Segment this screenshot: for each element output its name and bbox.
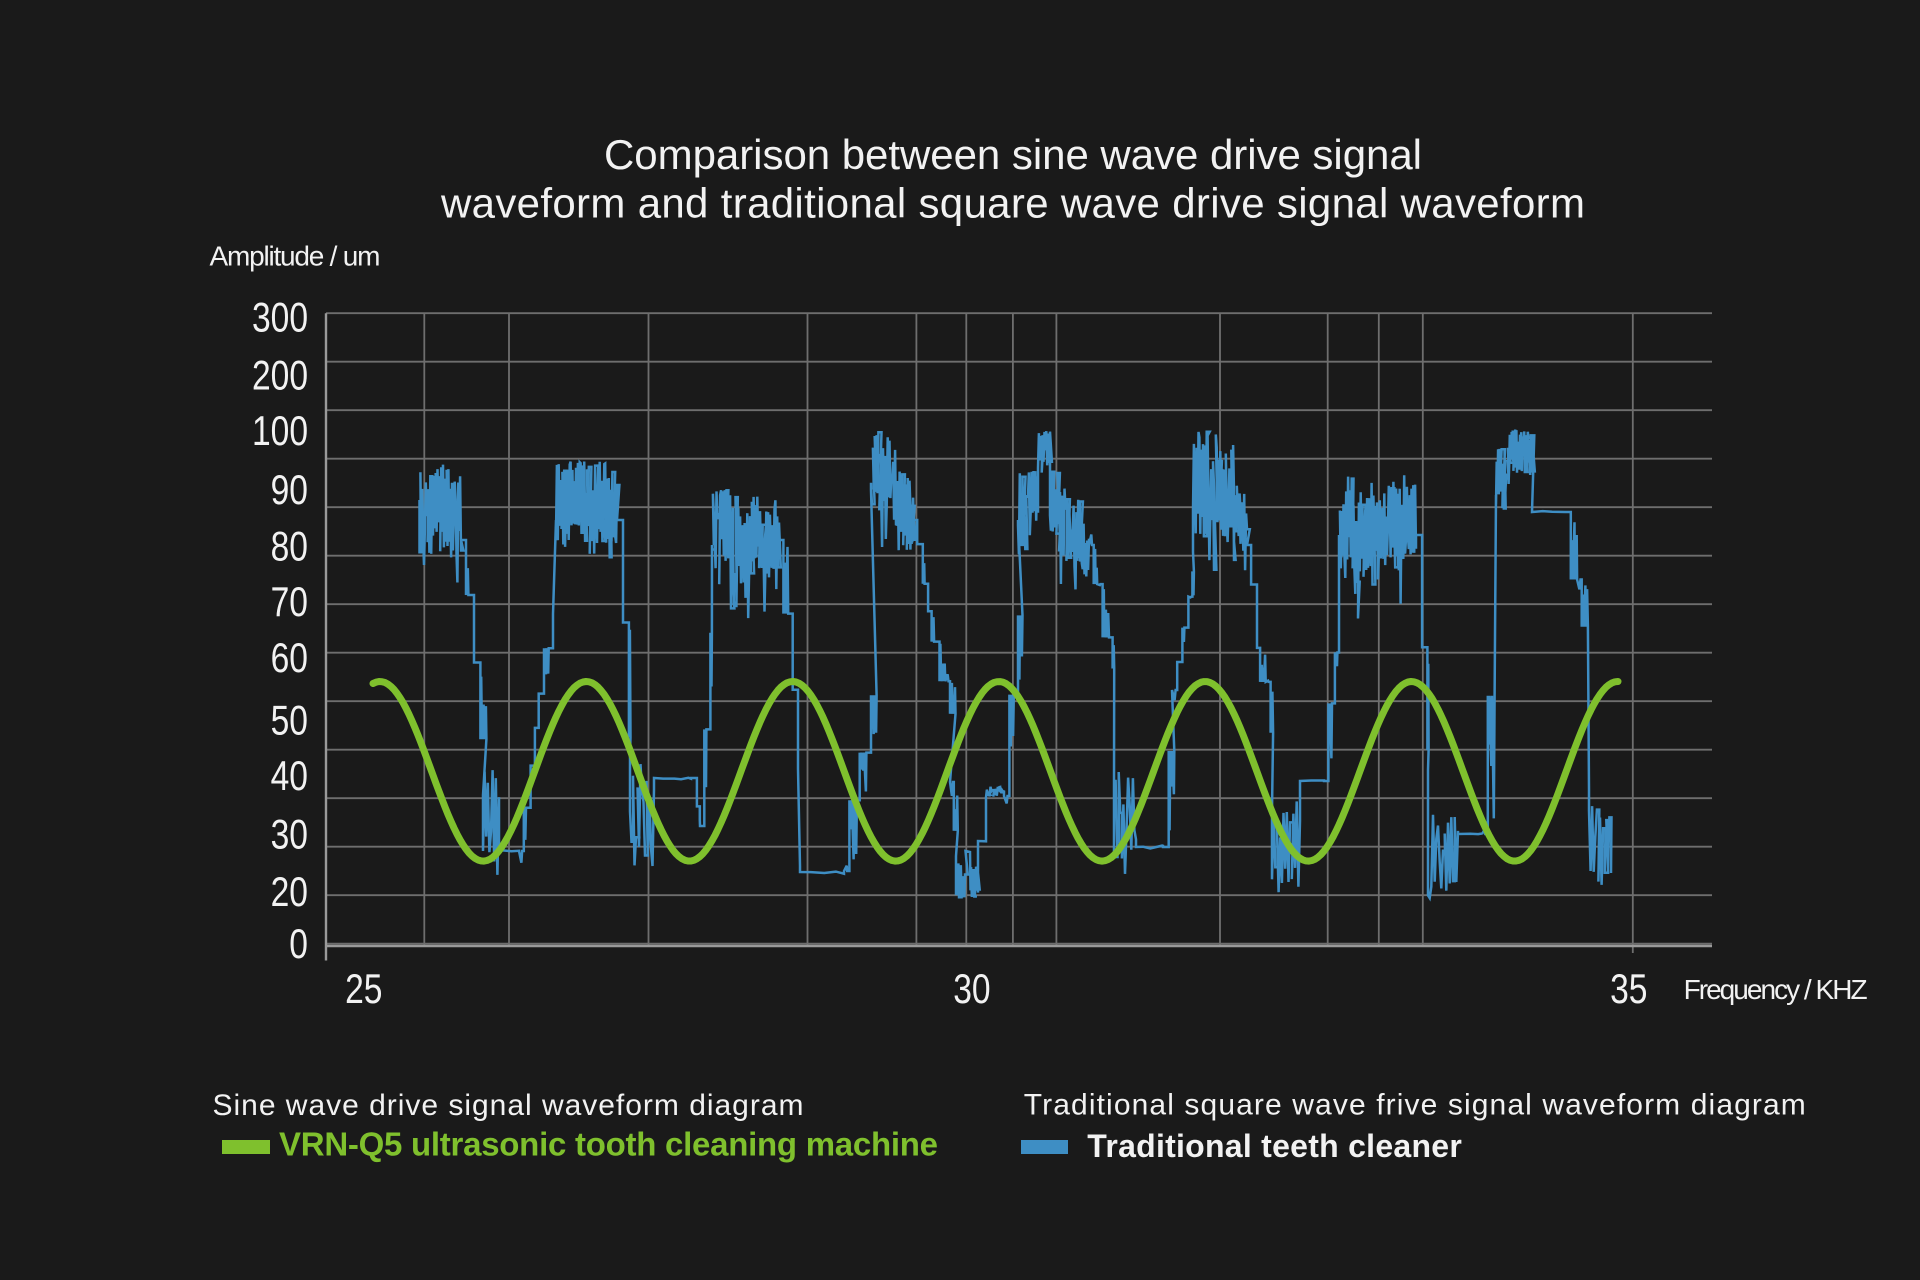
svg-text:VRN-Q5 ultrasonic tooth cleani: VRN-Q5 ultrasonic tooth cleaning machine: [279, 1126, 938, 1163]
svg-text:200: 200: [252, 353, 308, 399]
svg-text:Comparison between sine wave d: Comparison between sine wave drive signa…: [604, 131, 1422, 178]
svg-text:70: 70: [271, 580, 308, 626]
svg-text:Traditional teeth cleaner: Traditional teeth cleaner: [1087, 1128, 1462, 1164]
svg-text:60: 60: [271, 636, 308, 682]
svg-text:waveform and traditional squar: waveform and traditional square wave dri…: [440, 179, 1585, 226]
svg-text:30: 30: [953, 967, 990, 1013]
svg-text:90: 90: [271, 468, 308, 514]
svg-text:300: 300: [252, 295, 308, 341]
svg-text:35: 35: [1610, 967, 1647, 1013]
svg-text:80: 80: [271, 524, 308, 570]
svg-text:20: 20: [271, 870, 308, 916]
svg-text:Traditional square wave frive: Traditional square wave frive signal wav…: [1024, 1089, 1806, 1122]
svg-text:Sine wave drive signal wavefor: Sine wave drive signal waveform diagram: [213, 1089, 804, 1122]
svg-text:Frequency / KHZ: Frequency / KHZ: [1684, 974, 1868, 1005]
svg-text:50: 50: [271, 698, 308, 744]
svg-text:Amplitude / um: Amplitude / um: [210, 241, 381, 272]
svg-text:100: 100: [252, 409, 308, 455]
svg-text:25: 25: [345, 967, 382, 1013]
svg-text:40: 40: [271, 754, 308, 800]
svg-text:30: 30: [271, 812, 308, 858]
svg-text:0: 0: [289, 922, 308, 968]
